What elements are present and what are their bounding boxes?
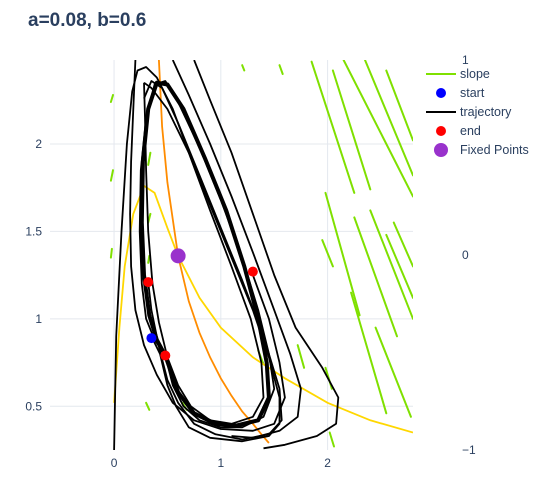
y2-tick-label: 1 — [462, 53, 469, 67]
y2-tick-label: −1 — [462, 443, 476, 457]
legend-item-slope[interactable]: slope — [426, 67, 490, 81]
trajectory-line — [193, 60, 340, 450]
plot-area — [109, 60, 413, 450]
legend[interactable]: slope start trajectory end Fixed Points — [426, 67, 529, 157]
slope-segment — [385, 69, 413, 142]
slope-segment — [392, 221, 413, 268]
slope-segment — [147, 254, 151, 264]
nullcline-y — [158, 60, 270, 444]
legend-swatch — [434, 143, 448, 157]
legend-item-end[interactable]: end — [436, 124, 481, 138]
legend-label: end — [460, 124, 481, 138]
fixed-point — [170, 248, 186, 264]
x-tick-label: 2 — [324, 456, 331, 470]
slope-segment — [350, 291, 388, 415]
end-point — [160, 350, 171, 361]
slope-segment — [278, 64, 284, 75]
x-tick-label: 0 — [111, 456, 118, 470]
slope-segment — [331, 69, 372, 191]
chart-title: a=0.08, b=0.6 — [28, 10, 147, 31]
legend-label: start — [460, 86, 485, 100]
slope-segment — [385, 233, 413, 299]
slope-segment — [342, 60, 413, 198]
y-tick-label: 2 — [35, 137, 42, 151]
x-tick-label: 1 — [217, 456, 224, 470]
trajectories — [113, 60, 340, 450]
legend-label: Fixed Points — [460, 143, 529, 157]
legend-item-start[interactable]: start — [436, 86, 485, 100]
slope-segment — [321, 239, 334, 268]
slope-segment — [364, 60, 413, 177]
slope-field — [109, 60, 413, 448]
legend-swatch — [436, 126, 446, 136]
axis-ticks: 0 1 2 0.5 1 1.5 2 1 0 −1 — [25, 53, 476, 470]
start-point — [146, 333, 157, 344]
legend-label: slope — [460, 67, 490, 81]
legend-swatch — [436, 88, 446, 98]
slope-segment — [109, 169, 114, 182]
slope-segment — [328, 431, 335, 448]
slope-segment — [310, 60, 356, 194]
slope-segment — [109, 94, 114, 103]
y2-tick-label: 0 — [462, 248, 469, 262]
y-tick-label: 1.5 — [25, 224, 42, 238]
slope-segment — [241, 64, 246, 72]
slope-segment — [369, 209, 413, 320]
end-point — [247, 266, 258, 277]
slope-segment — [296, 344, 306, 369]
slope-segment — [374, 326, 412, 418]
end-point — [143, 277, 154, 288]
y-tick-label: 1 — [35, 312, 42, 326]
legend-item-fixed-points[interactable]: Fixed Points — [434, 143, 529, 157]
markers — [143, 248, 258, 361]
slope-segment — [145, 401, 151, 411]
slope-segment — [147, 151, 152, 166]
trajectory-line — [143, 80, 283, 441]
trajectory-line — [171, 60, 302, 439]
legend-label: trajectory — [460, 105, 512, 119]
y-tick-label: 0.5 — [25, 399, 42, 413]
slope-segment — [353, 216, 398, 338]
legend-item-trajectory[interactable]: trajectory — [426, 105, 512, 119]
trajectory-line — [139, 80, 271, 428]
trajectory-line — [113, 66, 281, 450]
slope-segment — [324, 191, 361, 317]
trajectory-line — [129, 60, 286, 432]
slope-segment — [109, 247, 113, 259]
